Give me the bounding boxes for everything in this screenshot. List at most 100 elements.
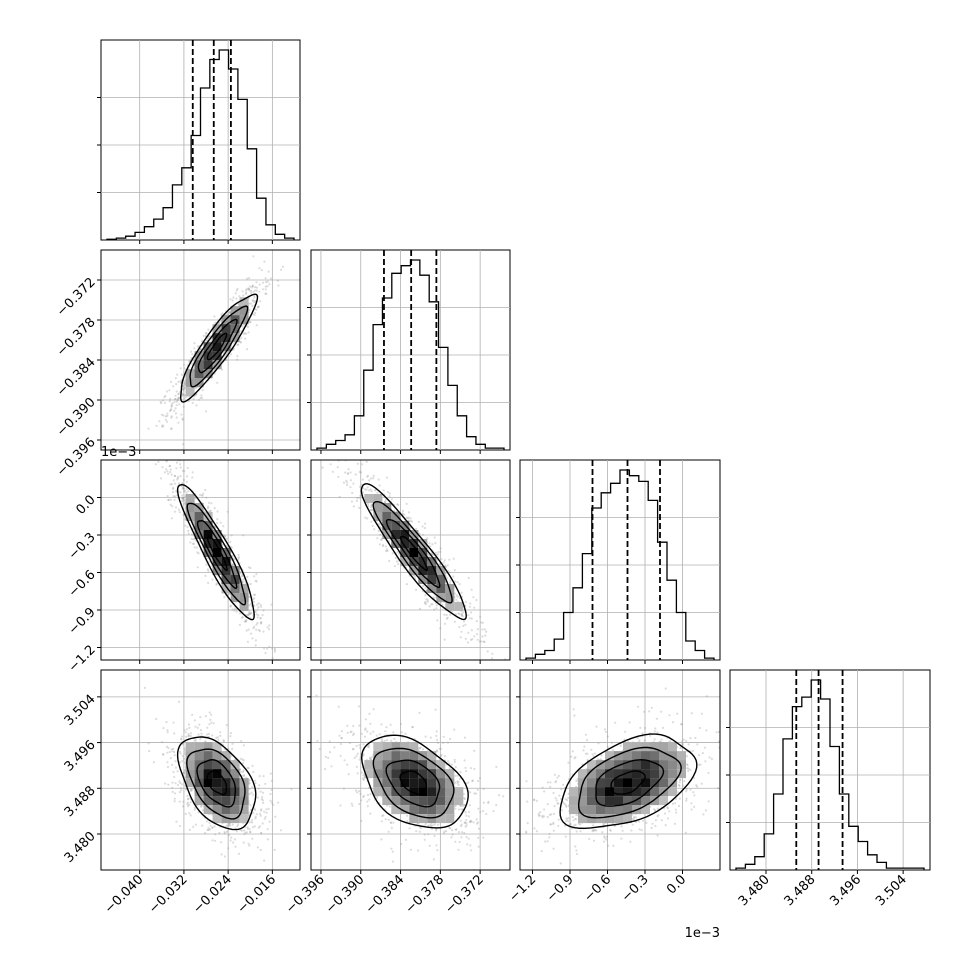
sample-point [167,783,170,786]
sample-point [170,748,173,751]
sample-point [452,575,455,578]
sample-point [251,637,254,640]
sample-point [248,828,251,831]
histogram-step [316,259,505,450]
sample-point [196,566,199,569]
density-cell [212,333,222,343]
density-cell [373,494,383,503]
sample-point [179,466,182,469]
sample-point [248,604,251,607]
sample-point [251,284,254,287]
sample-point [169,498,172,501]
panel-frame [519,459,721,661]
sample-point [229,298,232,301]
sample-point [377,478,380,481]
sample-point [366,475,369,478]
sample-point [351,748,354,751]
sample-point [254,579,257,583]
sample-point [384,545,387,548]
sample-point [210,721,213,724]
sample-point [489,662,491,664]
sample-point [255,580,258,583]
sample-point [176,373,179,376]
density-cell [212,805,222,815]
sample-point [204,332,207,335]
sample-point [175,820,178,823]
sample-point [370,490,373,493]
sample-point [360,463,364,466]
density-cell [203,512,213,521]
sample-point [191,401,194,405]
sample-point [372,477,375,480]
sample-point [196,726,199,730]
sample-point [164,394,167,398]
sample-point [264,285,267,288]
sample-point [251,299,254,302]
sample-point [441,603,444,606]
density-cell [212,548,222,557]
sample-point [200,396,203,400]
density-cell [221,751,231,761]
sample-point [182,388,185,391]
sample-point [371,524,374,528]
sample-point [201,540,204,543]
sample-point [236,825,239,828]
sample-point [251,598,255,601]
sample-point [249,804,252,807]
sample-point [204,715,207,718]
sample-point [264,277,267,280]
sample-point [257,305,260,308]
sample-point [237,303,240,306]
density-cell [436,575,446,584]
sample-point [470,588,473,591]
sample-point [178,791,181,794]
sample-point [248,844,251,847]
sample-point [251,786,254,789]
sample-point [434,542,437,545]
sample-point [229,605,232,608]
sample-point [174,766,178,769]
sample-point [227,847,230,850]
sample-point [204,410,208,413]
density-cell [382,512,392,521]
density-cell [382,503,392,512]
sample-point [246,614,250,617]
sample-point [204,574,207,578]
sample-point [253,825,256,828]
sample-point [170,483,173,486]
density-cell [454,602,464,611]
sample-point [248,610,251,613]
sample-point [187,529,190,533]
sample-point [203,510,206,513]
sample-point [433,536,436,539]
density-cell [194,787,204,797]
sample-point [173,754,176,757]
sample-point [206,568,209,571]
sample-point [268,283,271,286]
density-cell [409,539,419,548]
sample-point [382,489,385,492]
sample-point [172,495,175,498]
sample-point [274,815,277,818]
contour-level-2 [186,748,246,820]
sample-point [211,839,214,842]
sample-point [256,306,259,309]
sample-point [195,404,198,407]
sample-point [231,563,234,566]
density-cell [194,521,204,530]
sample-point [168,750,171,754]
sample-point [213,507,216,510]
sample-point [204,488,207,492]
sample-point [231,555,234,558]
sample-point [259,848,262,852]
sample-point [461,804,465,808]
sample-point [231,608,234,611]
sample-point [436,741,439,745]
sample-point [182,485,185,488]
sample-point [237,553,240,557]
density-cell [212,778,222,788]
sample-point [193,546,196,549]
sample-point [181,497,185,500]
sample-point [226,312,229,316]
sample-point [155,717,158,721]
